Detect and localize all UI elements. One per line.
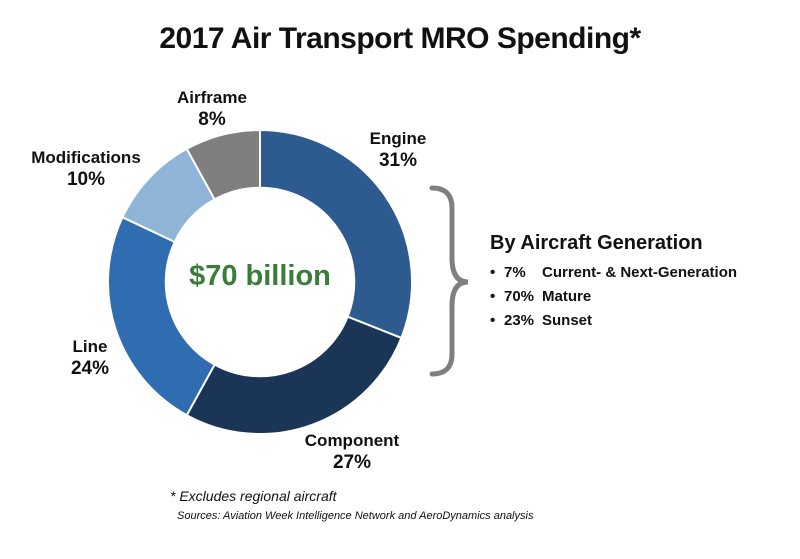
slice-label-modifications: Modifications [31,148,141,167]
slice-label-engine: Engine [370,129,427,148]
generation-list: • 7% Current- & Next-Generation • 70% Ma… [490,261,790,333]
slice-line [107,215,216,417]
slice-label-component: Component [305,431,400,450]
slice-label-line: Line [73,337,108,356]
slice-labels: Engine 31% Component 27% Line 24% Modification… [31,88,426,473]
generation-label: Current- & Next-Generation [542,264,738,281]
slice-value-component: 27% [333,452,371,473]
generation-item: • 7% Current- & Next-Generation [490,261,790,285]
generation-pct: 70% [504,288,535,305]
generation-label: Mature [542,288,592,305]
slice-airframe [185,128,261,201]
donut-slices [107,128,413,435]
generation-pct: 23% [504,312,535,329]
sources-note: Sources: Aviation Week Intelligence Netw… [177,510,534,522]
chart-title: 2017 Air Transport MRO Spending* [159,22,641,55]
footnote: * Excludes regional aircraft [170,488,337,504]
slice-component [185,315,403,435]
bullet-icon: • [490,264,496,281]
slice-value-airframe: 8% [198,109,226,130]
generation-title: By Aircraft Generation [490,232,703,254]
generation-item: • 23% Sunset [490,309,790,333]
bullet-icon: • [490,288,496,305]
bullet-icon: • [490,312,496,329]
brace-bracket [429,185,469,377]
slice-label-airframe: Airframe [177,88,247,107]
generation-label: Sunset [542,312,593,329]
slice-value-modifications: 10% [67,169,105,190]
center-total-label: $70 billion [189,260,331,292]
generation-panel: By Aircraft Generation • 7% Current- & N… [490,232,790,333]
slice-value-line: 24% [71,358,109,379]
generation-pct: 7% [504,264,526,281]
slice-engine [259,128,413,340]
slice-value-engine: 31% [379,150,417,171]
generation-item: • 70% Mature [490,285,790,309]
